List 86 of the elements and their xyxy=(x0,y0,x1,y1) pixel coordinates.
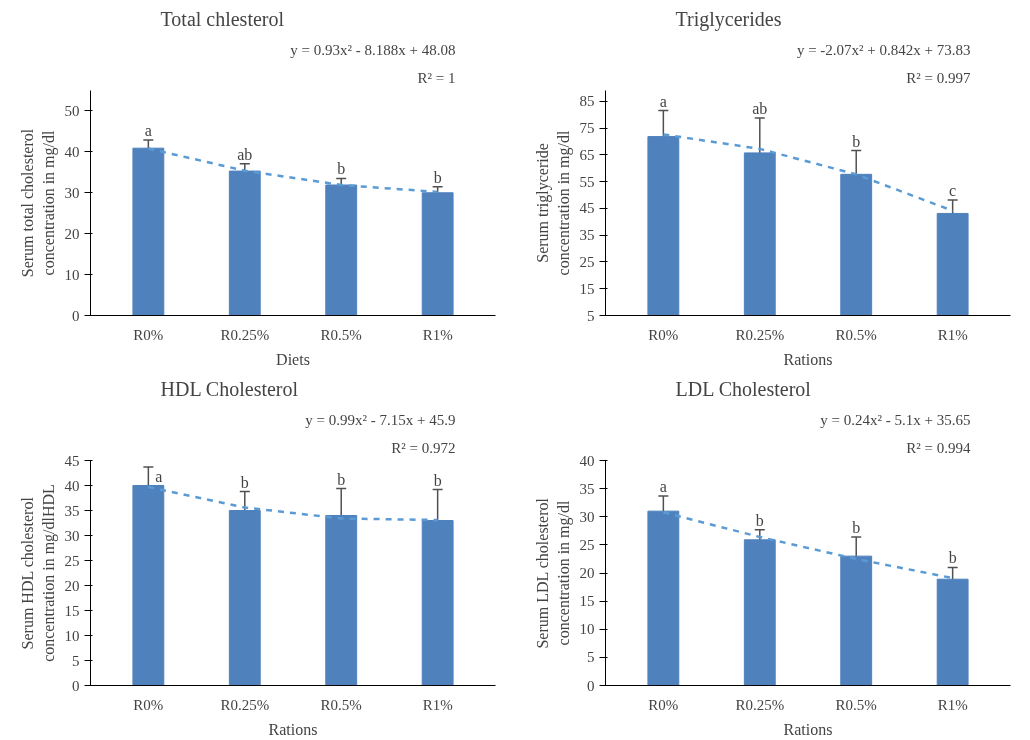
x-tick-label: R0% xyxy=(133,326,164,343)
x-tick-label: R1% xyxy=(422,326,453,343)
annotation: b xyxy=(433,168,442,186)
x-tick-label: R0% xyxy=(648,326,679,343)
x-tick-label: R1% xyxy=(422,696,453,713)
text: R² = 0.994 xyxy=(906,439,971,456)
y-tick-label: 30 xyxy=(64,527,80,544)
y-tick-label: 40 xyxy=(64,143,80,160)
annotation: a xyxy=(659,92,667,110)
y-tick-label: 35 xyxy=(579,480,595,497)
text: y = 0.99x² - 7.15x + 45.9 xyxy=(305,411,456,428)
annotation: b xyxy=(240,473,249,491)
text: y = -2.07x² + 0.842x + 73.83 xyxy=(796,41,971,58)
annotation: a xyxy=(155,468,163,485)
text: R² = 1 xyxy=(417,69,456,86)
annotation: b xyxy=(852,519,861,536)
text: R² = 0.972 xyxy=(391,439,456,456)
y-axis-title: Serum HDL cholesterol concentration in mg/dlHDL xyxy=(19,484,58,662)
y-tick-label: 25 xyxy=(64,552,80,569)
y-tick-label: 5 xyxy=(72,652,80,669)
y-tick-label: 15 xyxy=(64,602,80,619)
y-tick-label: 30 xyxy=(64,184,80,201)
y-tick-label: 0 xyxy=(72,677,80,694)
annotation: ab xyxy=(752,100,768,118)
y-tick-label: 50 xyxy=(64,102,80,119)
y-tick-label: 35 xyxy=(64,502,80,519)
y-tick-label: 10 xyxy=(64,627,80,644)
y-tick-label: 45 xyxy=(64,452,80,469)
y-tick-label: 5 xyxy=(587,649,595,666)
x-tick-label: R0.5% xyxy=(320,326,362,343)
text: R² = 0.997 xyxy=(906,69,971,86)
x-axis-title: Rations xyxy=(783,350,833,368)
y-tick-label: 0 xyxy=(72,307,80,324)
chart-title: Total chlesterol xyxy=(160,7,285,30)
y-tick-label: 45 xyxy=(579,200,595,217)
y-axis-title: Serum LDL cholesterol concentration in mg/dl xyxy=(534,497,573,649)
annotation: c xyxy=(949,182,957,200)
text: y = 0.93x² - 8.188x + 48.08 xyxy=(290,41,456,58)
annotation: b xyxy=(337,470,346,488)
y-tick-label: 25 xyxy=(579,536,595,553)
x-tick-label: R0.5% xyxy=(320,696,362,713)
y-axis-title: Serum triglyceride concentration in mg/dl xyxy=(534,130,573,276)
x-tick-label: R0.25% xyxy=(220,326,270,343)
chart-title: LDL Cholesterol xyxy=(675,377,812,400)
y-tick-label: 35 xyxy=(579,227,595,244)
y-tick-label: 30 xyxy=(579,508,595,525)
y-tick-label: 65 xyxy=(579,146,595,163)
annotation: a xyxy=(659,477,667,495)
x-tick-label: R1% xyxy=(937,326,968,343)
annotation: b xyxy=(948,549,957,567)
y-tick-label: 10 xyxy=(64,266,80,283)
y-tick-label: 40 xyxy=(64,477,80,494)
y-tick-label: 15 xyxy=(579,593,595,610)
x-tick-label: R0.25% xyxy=(735,326,785,343)
y-tick-label: 40 xyxy=(579,452,595,469)
y-tick-label: 20 xyxy=(64,225,80,242)
x-tick-label: R0.5% xyxy=(835,326,877,343)
annotation: a xyxy=(144,122,152,139)
x-axis-title: Rations xyxy=(268,720,318,738)
x-axis-title: Diets xyxy=(276,350,310,368)
annotation: b xyxy=(337,160,346,178)
text: y = 0.24x² - 5.1x + 35.65 xyxy=(820,411,971,428)
x-tick-label: R0% xyxy=(133,696,164,713)
y-tick-label: 10 xyxy=(579,621,595,638)
y-tick-label: 75 xyxy=(579,120,595,136)
y-tick-label: 0 xyxy=(587,677,595,694)
y-axis-title: Serum total cholesterol concentration in mg/dl xyxy=(19,128,58,278)
x-tick-label: R0.25% xyxy=(735,696,785,713)
y-tick-label: 20 xyxy=(64,577,80,594)
y-tick-label: 55 xyxy=(579,173,595,190)
x-tick-label: R0.5% xyxy=(835,696,877,713)
x-tick-label: R0.25% xyxy=(220,696,270,713)
chart-title: Triglycerides xyxy=(675,7,782,31)
y-tick-label: 85 xyxy=(579,93,595,110)
x-tick-label: R0% xyxy=(648,696,679,713)
annotation: b xyxy=(433,471,442,489)
annotation: b xyxy=(755,511,764,529)
y-tick-label: 20 xyxy=(579,565,595,581)
y-tick-label: 5 xyxy=(587,307,595,324)
x-axis-title: Rations xyxy=(783,720,833,738)
y-tick-label: 25 xyxy=(579,253,595,270)
x-tick-label: R1% xyxy=(937,696,968,713)
y-tick-label: 15 xyxy=(579,280,595,297)
annotation: ab xyxy=(237,145,253,163)
chart-title: HDL Cholesterol xyxy=(160,377,299,400)
annotation: b xyxy=(852,132,861,150)
